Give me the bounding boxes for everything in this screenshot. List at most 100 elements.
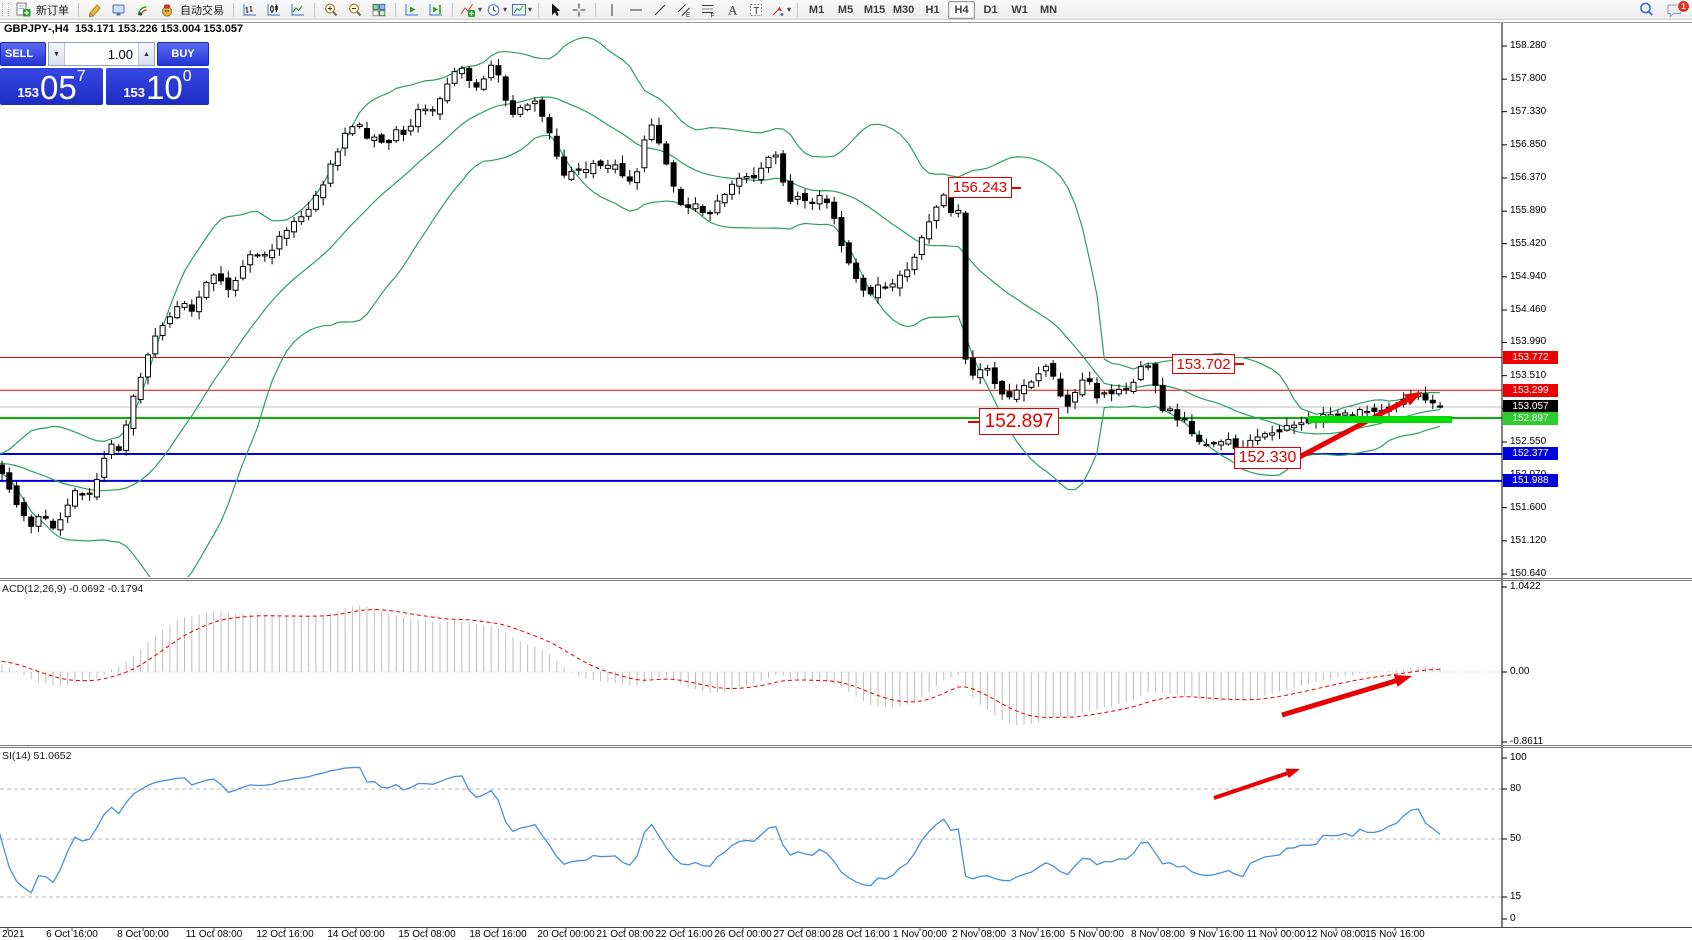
fibonacci-icon[interactable]: F [696, 0, 720, 19]
vertical-line-icon[interactable] [600, 0, 624, 19]
new-order-label[interactable]: 新订单 [36, 4, 69, 17]
pane-separator[interactable] [0, 580, 1692, 581]
time-tick: 12 Nov 08:00 [1306, 929, 1366, 940]
trend-arrow-object [1281, 678, 1397, 718]
time-tick: 3 Nov 16:00 [1011, 929, 1065, 940]
tile-windows-icon[interactable] [367, 0, 391, 19]
time-tick: 22 Oct 16:00 [655, 929, 713, 940]
zoom-in-icon[interactable] [319, 0, 343, 19]
arrows-tool-icon[interactable]: ▾ [768, 0, 793, 19]
price-tick: 154.940 [1510, 270, 1547, 282]
price-tick: 156.370 [1510, 172, 1547, 183]
price-annotation[interactable]: 153.702 [1172, 354, 1235, 374]
auto-trading-label[interactable]: 自动交易 [180, 4, 224, 17]
templates-icon[interactable]: ▾ [509, 0, 534, 19]
trendline-icon[interactable] [648, 0, 672, 19]
auto-scroll-icon[interactable] [400, 0, 424, 19]
periods-icon[interactable]: ▾ [484, 0, 509, 19]
time-tick: 1 Nov 00:00 [893, 929, 947, 940]
notification-badge: 1 [1677, 0, 1690, 13]
bollinger-middle-band [0, 96, 1441, 492]
annotation-connector [1235, 363, 1244, 365]
time-tick: 2 Nov 08:00 [952, 929, 1006, 940]
timeframe-mn[interactable]: MN [1040, 3, 1058, 16]
price-label-badge: 152.377 [1503, 447, 1558, 461]
volume-decrease-button[interactable]: ▼ [49, 43, 65, 65]
candlestick-chart-icon[interactable] [262, 0, 286, 19]
price-annotation[interactable]: 152.330 [1234, 447, 1301, 469]
text-label-icon[interactable]: T [744, 0, 768, 19]
pane-separator[interactable] [0, 747, 1692, 748]
time-tick: 26 Oct 00:00 [714, 929, 772, 940]
timeframe-w1[interactable]: W1 [1011, 3, 1028, 16]
timeframe-m1[interactable]: M1 [808, 3, 825, 16]
buy-price-base: 153 [123, 85, 146, 100]
price-tick: 155.890 [1510, 205, 1547, 217]
toolbar-separator [595, 2, 597, 17]
bar-chart-icon[interactable] [238, 0, 262, 19]
chart-top-border [0, 22, 1692, 23]
time-tick: 27 Oct 08:00 [773, 929, 831, 940]
rsi-axis-tick: 80 [1510, 783, 1522, 794]
svg-text:F: F [711, 12, 715, 18]
toolbar-separator [538, 2, 540, 17]
sell-price-tile[interactable]: 153 05 7 [0, 68, 103, 105]
auto-trading-icon[interactable] [155, 0, 179, 19]
price-tick: 158.280 [1510, 40, 1547, 51]
time-tick: 5 Nov 00:00 [1070, 929, 1124, 940]
timeframe-m15[interactable]: M15 [863, 3, 886, 16]
new-order-icon[interactable] [11, 0, 35, 19]
price-tick: 157.330 [1510, 105, 1547, 117]
buy-price-tile[interactable]: 153 10 0 [106, 68, 209, 105]
toolbar-separator [314, 2, 315, 17]
metaeditor-icon[interactable] [107, 0, 131, 19]
text-icon[interactable]: A [720, 0, 744, 19]
rsi-pane [0, 766, 1502, 898]
toolbar-grip[interactable] [2, 3, 9, 16]
price-label-badge: 152.897 [1503, 411, 1558, 425]
timeframe-m30[interactable]: M30 [892, 3, 915, 16]
horizontal-line-icon[interactable] [624, 0, 648, 19]
timeframe-m5[interactable]: M5 [837, 3, 854, 16]
price-label-badge: 151.988 [1503, 474, 1558, 488]
indicators-icon[interactable]: ▾ [457, 0, 484, 19]
price-tick: 151.600 [1510, 501, 1547, 513]
time-tick: 15 Oct 08:00 [398, 929, 456, 940]
pane-separator[interactable] [0, 578, 1692, 579]
timeframe-d1[interactable]: D1 [983, 3, 998, 16]
rsi-line [0, 766, 1441, 894]
timeframe-h4[interactable]: H4 [948, 0, 976, 19]
symbol-ohlc-bar: GBPJPY-,H4 153.171 153.226 153.004 153.0… [4, 23, 244, 35]
chat-icon[interactable]: 1 [1662, 0, 1690, 19]
main-pane [0, 36, 1502, 577]
svg-text:E: E [686, 12, 691, 18]
timeframe-h1[interactable]: H1 [925, 3, 940, 16]
buy-button[interactable]: BUY [157, 42, 209, 66]
signals-icon[interactable] [131, 0, 155, 19]
cursor-icon[interactable] [543, 0, 567, 19]
crayon-icon[interactable] [83, 0, 107, 19]
time-tick: 11 Oct 08:00 [185, 929, 243, 940]
toolbar-separator [452, 2, 453, 17]
equidistant-channel-icon[interactable]: E [672, 0, 696, 19]
time-tick: 11 Nov 00:00 [1246, 929, 1306, 940]
zoom-out-icon[interactable] [343, 0, 367, 19]
time-tick: 14 Oct 00:00 [327, 929, 385, 940]
sell-button[interactable]: SELL [0, 42, 46, 66]
pane-separator[interactable] [0, 745, 1692, 746]
price-annotation[interactable]: 152.897 [979, 408, 1059, 435]
search-icon[interactable] [1634, 0, 1658, 19]
timeframe-buttons: M1 M5 M15 M30 H1 H4 D1 W1 MN [802, 0, 1063, 19]
bollinger-upper-band [0, 36, 1441, 454]
trend-arrow-head [1404, 392, 1422, 406]
volume-input[interactable] [65, 43, 138, 65]
volume-increase-button[interactable]: ▲ [138, 43, 154, 65]
price-label-badge: 153.057 [1503, 400, 1558, 414]
line-chart-icon[interactable] [286, 0, 310, 19]
price-annotation[interactable]: 156.243 [948, 177, 1012, 198]
chart-shift-icon[interactable] [424, 0, 448, 19]
crosshair-icon[interactable] [567, 0, 591, 19]
